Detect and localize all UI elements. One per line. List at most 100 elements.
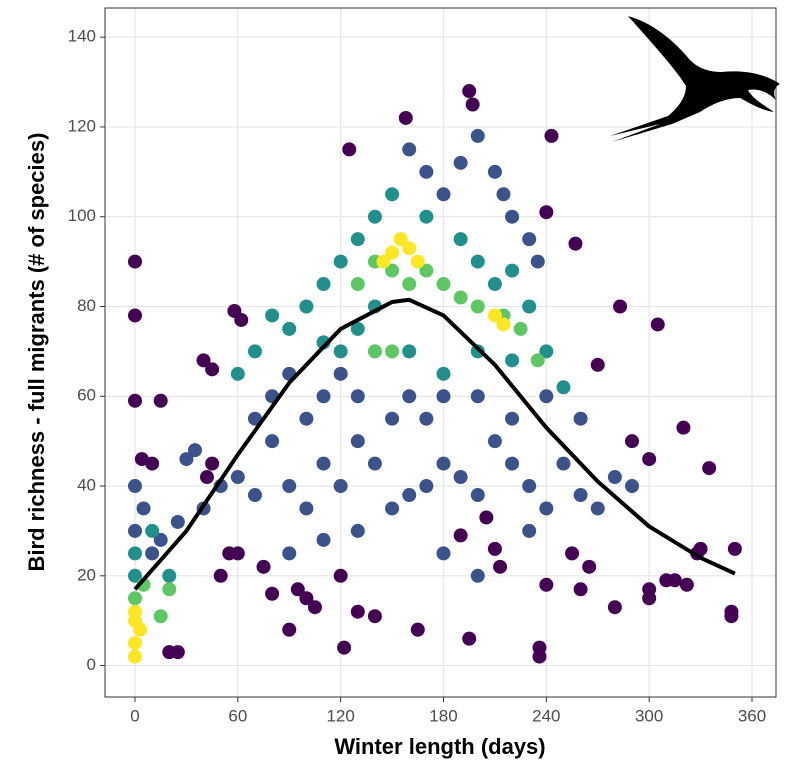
- point: [333, 568, 348, 583]
- point: [470, 254, 485, 269]
- point: [316, 389, 331, 404]
- point: [247, 411, 262, 426]
- x-tick-label: 60: [228, 706, 247, 725]
- point: [402, 142, 417, 157]
- point: [256, 559, 271, 574]
- point: [436, 389, 451, 404]
- point: [590, 357, 605, 372]
- point: [316, 277, 331, 292]
- point: [724, 609, 739, 624]
- point: [196, 353, 211, 368]
- point: [385, 501, 400, 516]
- point: [265, 434, 280, 449]
- x-tick-label: 120: [326, 706, 354, 725]
- point: [410, 622, 425, 637]
- point: [402, 241, 417, 256]
- point: [522, 479, 537, 494]
- point: [170, 514, 185, 529]
- point: [350, 389, 365, 404]
- point: [419, 209, 434, 224]
- point: [679, 577, 694, 592]
- point: [337, 640, 352, 655]
- point: [493, 559, 508, 574]
- point: [436, 456, 451, 471]
- point: [487, 277, 502, 292]
- y-tick-label: 60: [77, 386, 96, 405]
- point: [522, 523, 537, 538]
- point: [153, 393, 168, 408]
- point: [522, 232, 537, 247]
- point: [522, 299, 537, 314]
- y-tick-label: 140: [68, 27, 96, 46]
- point: [133, 622, 148, 637]
- point: [539, 501, 554, 516]
- point: [419, 164, 434, 179]
- point: [573, 582, 588, 597]
- point: [532, 649, 547, 664]
- point: [127, 604, 142, 619]
- point: [282, 321, 297, 336]
- point: [436, 187, 451, 202]
- point: [487, 164, 502, 179]
- x-tick-label: 300: [635, 706, 663, 725]
- point: [419, 479, 434, 494]
- point: [367, 209, 382, 224]
- point: [127, 546, 142, 561]
- fit-line: [133, 297, 736, 591]
- point: [290, 582, 305, 597]
- point: [234, 312, 249, 327]
- point: [136, 501, 151, 516]
- y-tick-label: 80: [77, 296, 96, 315]
- point: [367, 609, 382, 624]
- point: [385, 344, 400, 359]
- y-tick-label: 40: [77, 476, 96, 495]
- point: [667, 573, 682, 588]
- point: [282, 546, 297, 561]
- x-tick-label: 240: [532, 706, 560, 725]
- point: [127, 479, 142, 494]
- point: [650, 317, 665, 332]
- point: [333, 344, 348, 359]
- x-tick-label: 180: [429, 706, 457, 725]
- point: [179, 452, 194, 467]
- point: [462, 84, 477, 99]
- point: [127, 568, 142, 583]
- point: [316, 456, 331, 471]
- point: [479, 510, 494, 525]
- point: [582, 559, 597, 574]
- ticks: 0 60 120 180 240 300 360 0 20 40 60 80 100 120 140: [68, 27, 767, 726]
- point: [333, 366, 348, 381]
- point: [530, 353, 545, 368]
- point: [470, 488, 485, 503]
- point: [350, 434, 365, 449]
- point: [127, 649, 142, 664]
- point: [556, 380, 571, 395]
- marks: [127, 84, 742, 664]
- y-tick-label: 100: [68, 206, 96, 225]
- point: [470, 299, 485, 314]
- point: [145, 546, 160, 561]
- point: [307, 600, 322, 615]
- point: [145, 523, 160, 538]
- x-tick-label: 360: [738, 706, 766, 725]
- point: [282, 479, 297, 494]
- y-axis-title: Bird richness - full migrants (# of spec…: [24, 133, 49, 572]
- point: [453, 528, 468, 543]
- point: [727, 541, 742, 556]
- point: [702, 461, 717, 476]
- point: [436, 366, 451, 381]
- point: [436, 277, 451, 292]
- point: [539, 205, 554, 220]
- point: [162, 568, 177, 583]
- point: [134, 452, 149, 467]
- point: [299, 501, 314, 516]
- point: [419, 411, 434, 426]
- point: [496, 317, 511, 332]
- point: [539, 344, 554, 359]
- point: [230, 470, 245, 485]
- point: [127, 308, 142, 323]
- point: [316, 532, 331, 547]
- point: [385, 411, 400, 426]
- point: [393, 232, 408, 247]
- point: [350, 523, 365, 538]
